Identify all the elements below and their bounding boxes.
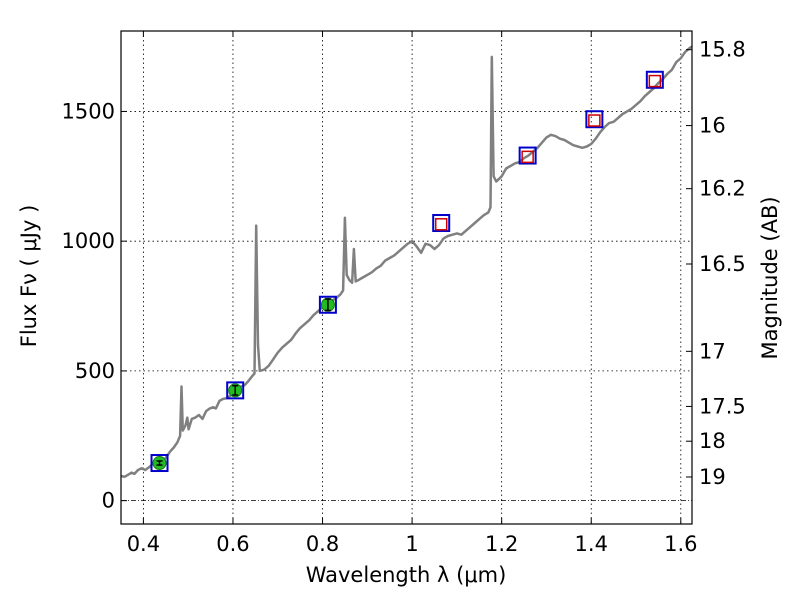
x-tick-label: 0.8	[306, 532, 339, 556]
magnitude-tick-label: 16.2	[699, 177, 746, 201]
open-photometry-square	[648, 74, 662, 88]
magnitude-tick-label: 15.8	[699, 38, 746, 62]
magnitude-tick-label: 18	[699, 429, 726, 453]
magnitude-tick-label: 19	[699, 465, 726, 489]
magnitude-axis-ticks: 15.8 16 16.2 16.5 17 17.5 18 19	[686, 38, 746, 489]
magnitude-tick-label: 17.5	[699, 394, 746, 418]
spectrum-series	[120, 45, 693, 479]
x-axis-ticks: 0.4 0.6 0.8 1 1.2 1.4 1.6	[127, 31, 698, 556]
magnitude-tick-label: 16	[699, 114, 726, 138]
magnitude-axis-label: Magnitude (AB)	[758, 196, 782, 359]
model-photometry-square	[432, 214, 451, 233]
model-photometry-square	[226, 381, 245, 400]
photometry-markers	[150, 70, 664, 473]
y-tick-label: 0	[102, 489, 115, 513]
spectrum-line	[120, 45, 693, 479]
y-tick-label: 500	[75, 359, 115, 383]
x-tick-label: 1.2	[485, 532, 518, 556]
model-photometry-square	[150, 454, 169, 473]
model-photometry-square	[645, 70, 664, 89]
model-photometry-square	[318, 295, 337, 314]
y-axis-label: Flux Fν ( μJy )	[17, 205, 41, 348]
open-photometry-square	[588, 114, 601, 127]
magnitude-tick-label: 17	[699, 339, 726, 363]
open-photometry-square	[434, 218, 448, 231]
x-tick-label: 1	[405, 532, 418, 556]
y-axis-ticks: 0 500 1000 1500	[62, 99, 127, 513]
magnitude-tick-label: 16.5	[699, 252, 746, 276]
x-tick-label: 1.6	[664, 532, 697, 556]
open-photometry-square	[521, 150, 534, 164]
x-tick-label: 0.6	[216, 532, 249, 556]
y-tick-label: 1000	[62, 229, 115, 253]
x-tick-label: 1.4	[575, 532, 608, 556]
model-photometry-square	[518, 146, 537, 165]
grid-lines	[121, 31, 692, 524]
y-tick-label: 1500	[62, 99, 115, 123]
plot-frame	[120, 30, 693, 525]
x-axis-label: Wavelength λ (μm)	[306, 563, 507, 587]
model-photometry-square	[585, 110, 604, 129]
x-tick-label: 0.4	[127, 532, 160, 556]
